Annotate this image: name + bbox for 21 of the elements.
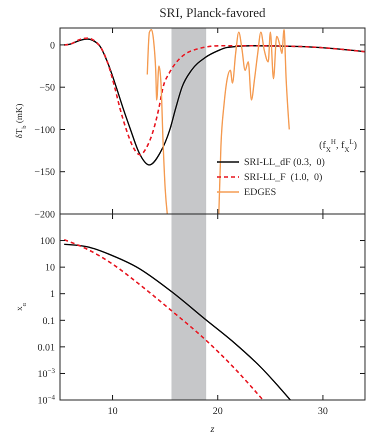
x-tick-label: 30 bbox=[318, 406, 328, 417]
y-tick-label: 0.01 bbox=[38, 342, 55, 354]
y-tick-label: 0 bbox=[50, 40, 55, 52]
y-tick-label: −150 bbox=[34, 167, 55, 178]
y-tick-label: 100 bbox=[40, 236, 55, 248]
chart-title: SRI, Planck-favored bbox=[159, 5, 266, 20]
y-tick-label: 10 bbox=[45, 262, 55, 274]
legend-title: (f$_{X}$$^{H}$, f$_{X}$$^{L}$) bbox=[319, 138, 357, 154]
y-tick-label: 10$^{−3}$ bbox=[38, 366, 56, 380]
legend-label: SRI-LL_dF (0.3, 0) bbox=[244, 157, 325, 168]
y-tick-label: −50 bbox=[39, 82, 55, 94]
legend-label: EDGES bbox=[244, 187, 276, 198]
legend-label: SRI-LL_F (1.0, 0) bbox=[244, 172, 322, 183]
y-tick-label: −200 bbox=[34, 210, 55, 220]
y-tick-label: −100 bbox=[34, 124, 55, 136]
x-axis-title: z bbox=[210, 424, 215, 435]
y-tick-label: 10$^{−4}$ bbox=[38, 394, 56, 406]
x-tick-label: 10 bbox=[108, 406, 118, 417]
y-tick-label: 0.1 bbox=[42, 316, 55, 327]
y-tick-label: 1 bbox=[50, 289, 55, 300]
x-tick-label: 20 bbox=[212, 406, 223, 417]
